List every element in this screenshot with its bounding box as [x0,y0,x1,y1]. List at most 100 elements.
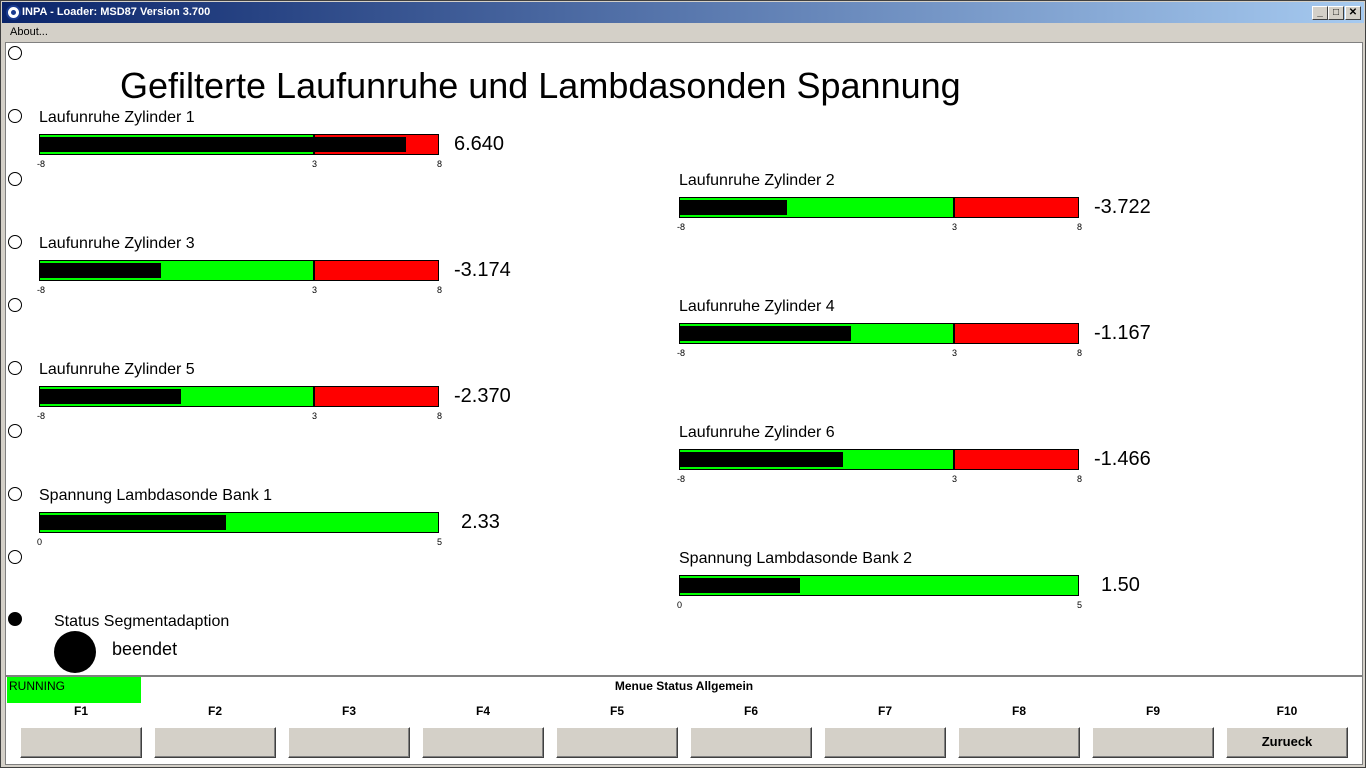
meter-fill [680,200,787,215]
fkey-label-f3: F3 [341,704,356,718]
meter-tick-label: 5 [437,537,443,547]
close-button[interactable]: ✕ [1345,6,1361,20]
meter-tick-label: 0 [37,537,43,547]
meter-tick-label: 3 [952,222,958,232]
meter-value: -3.722 [1094,196,1151,218]
meter-tick-label: -8 [677,474,686,484]
fkey-label-f5: F5 [609,704,624,718]
meter-tick-label: -8 [37,159,46,169]
radio-button[interactable] [8,172,22,186]
meter-value: -1.466 [1094,448,1151,470]
fkey-button-f4[interactable] [422,727,544,758]
meter-value: 1.50 [1101,574,1140,596]
meter-value: -2.370 [454,385,511,407]
fkey-button-f6[interactable] [690,727,812,758]
meter-fill [680,578,800,593]
meter-tick-label: 8 [1077,348,1083,358]
window-title: INPA - Loader: MSD87 Version 3.700 [22,6,211,18]
title-bar[interactable]: INPA - Loader: MSD87 Version 3.700 _ □ ✕ [2,2,1364,23]
meter-tick-label: 3 [952,348,958,358]
radio-button[interactable] [8,424,22,438]
meter-value: 2.33 [461,511,500,533]
meter-tick-label: 3 [312,285,318,295]
meter-bar [679,197,1079,218]
meter-fill [40,389,181,404]
meter-alarm-zone [313,261,438,280]
main-panel: Gefilterte Laufunruhe und Lambdasonden S… [5,42,1363,676]
meter-bar [39,386,439,407]
fkey-button-f10[interactable]: Zurueck [1226,727,1348,758]
meter-alarm-zone [953,198,1078,217]
fkey-label-f7: F7 [877,704,892,718]
meter-value: 6.640 [454,133,505,155]
meter-label: Laufunruhe Zylinder 3 [39,235,195,252]
maximize-button[interactable]: □ [1328,6,1344,20]
radio-button[interactable] [8,46,22,60]
meter-fill [680,326,851,341]
radio-button[interactable] [8,361,22,375]
meter-lambda-bank-1: Spannung Lambdasonde Bank 1 0 5 2.33 [37,487,519,557]
meter-lambda-bank-2: Spannung Lambdasonde Bank 2 0 5 1.50 [677,550,1159,620]
meter-tick-label: -8 [677,348,686,358]
radio-button[interactable] [8,298,22,312]
meter-zylinder-4: Laufunruhe Zylinder 4 -8 3 8 -1.167 [677,298,1159,368]
meter-label: Laufunruhe Zylinder 4 [679,298,835,315]
meter-tick-label: 8 [1077,222,1083,232]
meter-zylinder-5: Laufunruhe Zylinder 5 -8 3 8 -2.370 [37,361,519,431]
page-title: Gefilterte Laufunruhe und Lambdasonden S… [120,65,961,106]
status-value: beendet [112,639,178,659]
status-lamp-icon [54,631,96,673]
meter-label: Spannung Lambdasonde Bank 2 [679,550,913,567]
fkey-button-f7[interactable] [824,727,946,758]
meter-alarm-zone [313,387,438,406]
fkey-button-f8[interactable] [958,727,1080,758]
fkey-button-f1[interactable] [20,727,142,758]
meter-bar [39,134,439,155]
meter-tick-label: 8 [437,411,443,421]
function-key-panel: RUNNING Menue Status Allgemein F1 F2 F3 F4 F… [5,676,1363,765]
meter-tick-label: 8 [437,285,443,295]
fkey-button-f3[interactable] [288,727,410,758]
meter-fill [680,452,843,467]
meter-fill [40,263,161,278]
meter-value: -3.174 [454,259,511,281]
fkey-button-f9[interactable] [1092,727,1214,758]
meter-label: Laufunruhe Zylinder 2 [679,172,835,189]
radio-button[interactable] [8,235,22,249]
app-logo-icon [6,5,21,20]
menu-about[interactable]: About... [10,26,48,38]
meter-tick-label: 8 [437,159,443,169]
radio-button[interactable] [8,109,22,123]
fkey-label-f6: F6 [743,704,758,718]
meter-tick-label: 3 [952,474,958,484]
meter-value: -1.167 [1094,322,1151,344]
meter-tick-label: 3 [312,411,318,421]
radio-button[interactable] [8,487,22,501]
fkey-label-f8: F8 [1011,704,1026,718]
meter-label: Laufunruhe Zylinder 1 [39,109,195,126]
menu-bar: About... [2,23,1364,41]
fkey-label-f9: F9 [1145,704,1160,718]
meter-tick-label: -8 [37,411,46,421]
fkey-label-f4: F4 [475,704,490,718]
meter-bar [679,323,1079,344]
meter-tick-label: 8 [1077,474,1083,484]
meter-zylinder-1: Laufunruhe Zylinder 1 -8 3 8 6.640 [37,109,519,179]
meter-fill [40,137,406,152]
fkey-label-f2: F2 [207,704,222,718]
meter-tick-label: 0 [677,600,683,610]
radio-button-selected[interactable] [8,612,22,626]
fkey-button-f2[interactable] [154,727,276,758]
radio-button[interactable] [8,550,22,564]
meter-fill [40,515,226,530]
meter-label: Laufunruhe Zylinder 5 [39,361,195,378]
meter-alarm-zone [953,324,1078,343]
fkey-button-f5[interactable] [556,727,678,758]
meter-alarm-zone [953,450,1078,469]
running-indicator: RUNNING [7,677,141,703]
meter-zylinder-6: Laufunruhe Zylinder 6 -8 3 8 -1.466 [677,424,1159,494]
meter-tick-label: -8 [677,222,686,232]
meter-bar [679,449,1079,470]
minimize-button[interactable]: _ [1312,6,1328,20]
